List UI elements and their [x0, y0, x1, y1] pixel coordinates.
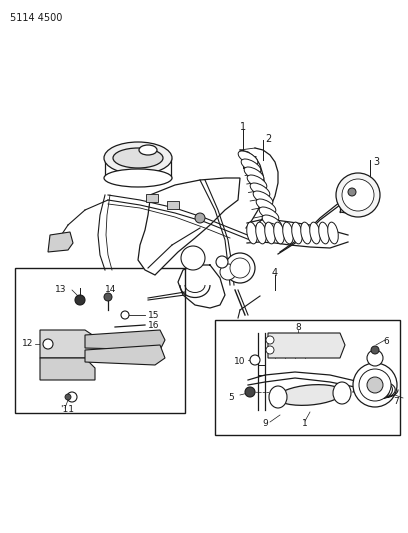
Polygon shape	[48, 232, 73, 252]
Circle shape	[371, 346, 379, 354]
Text: 4: 4	[272, 268, 278, 278]
Ellipse shape	[274, 222, 284, 244]
Ellipse shape	[238, 151, 258, 165]
Text: 8: 8	[295, 324, 301, 333]
Bar	[167, 201, 179, 209]
Ellipse shape	[292, 222, 302, 244]
Text: 10: 10	[234, 358, 246, 367]
Text: 2: 2	[265, 134, 271, 144]
Bar	[15, 268, 185, 413]
Circle shape	[245, 387, 255, 397]
Ellipse shape	[265, 223, 285, 237]
Ellipse shape	[247, 175, 267, 189]
Text: 15: 15	[148, 311, 160, 320]
Polygon shape	[40, 358, 95, 380]
Circle shape	[225, 253, 255, 283]
Circle shape	[336, 173, 380, 217]
Text: 3: 3	[373, 157, 379, 167]
Text: 14: 14	[105, 286, 116, 295]
Text: 9: 9	[262, 418, 268, 427]
Ellipse shape	[265, 222, 275, 244]
Circle shape	[353, 363, 397, 407]
Bar	[215, 320, 400, 435]
Circle shape	[348, 188, 356, 196]
Text: 13: 13	[55, 286, 67, 295]
Ellipse shape	[333, 382, 351, 404]
Ellipse shape	[269, 386, 287, 408]
Circle shape	[359, 369, 391, 401]
Text: 16: 16	[148, 321, 160, 330]
Ellipse shape	[259, 207, 279, 221]
Ellipse shape	[262, 215, 282, 229]
Circle shape	[367, 377, 383, 393]
Polygon shape	[268, 333, 345, 358]
Text: 1: 1	[302, 418, 308, 427]
Ellipse shape	[256, 222, 266, 244]
Circle shape	[250, 355, 260, 365]
Ellipse shape	[256, 199, 276, 213]
Text: 1: 1	[240, 122, 246, 132]
Ellipse shape	[104, 142, 172, 174]
Circle shape	[342, 179, 374, 211]
Text: 7: 7	[393, 398, 399, 407]
Text: 5: 5	[228, 392, 234, 401]
Circle shape	[65, 394, 71, 400]
Ellipse shape	[301, 222, 311, 244]
Ellipse shape	[139, 145, 157, 155]
Polygon shape	[85, 330, 165, 350]
Circle shape	[75, 295, 85, 305]
Ellipse shape	[113, 148, 163, 168]
Ellipse shape	[253, 191, 273, 205]
Ellipse shape	[310, 222, 320, 244]
Ellipse shape	[283, 222, 293, 244]
Ellipse shape	[104, 169, 172, 187]
Circle shape	[266, 346, 274, 354]
Circle shape	[104, 293, 112, 301]
Circle shape	[121, 311, 129, 319]
Ellipse shape	[247, 222, 257, 244]
Circle shape	[230, 258, 250, 278]
Ellipse shape	[250, 183, 270, 197]
Circle shape	[43, 339, 53, 349]
Bar	[146, 194, 158, 202]
Ellipse shape	[241, 159, 261, 173]
Circle shape	[367, 350, 383, 366]
Text: 6: 6	[383, 337, 389, 346]
Circle shape	[216, 256, 228, 268]
Polygon shape	[138, 178, 240, 275]
Circle shape	[195, 213, 205, 223]
Ellipse shape	[244, 167, 264, 181]
Polygon shape	[40, 330, 100, 358]
Circle shape	[181, 246, 205, 270]
Ellipse shape	[277, 385, 342, 406]
Ellipse shape	[328, 222, 338, 244]
Text: 5114 4500: 5114 4500	[10, 13, 62, 23]
Circle shape	[67, 392, 77, 402]
Polygon shape	[85, 345, 165, 365]
Text: '11: '11	[60, 406, 74, 415]
Text: 12: 12	[22, 340, 33, 349]
Circle shape	[266, 336, 274, 344]
Circle shape	[220, 264, 236, 280]
Ellipse shape	[319, 222, 329, 244]
